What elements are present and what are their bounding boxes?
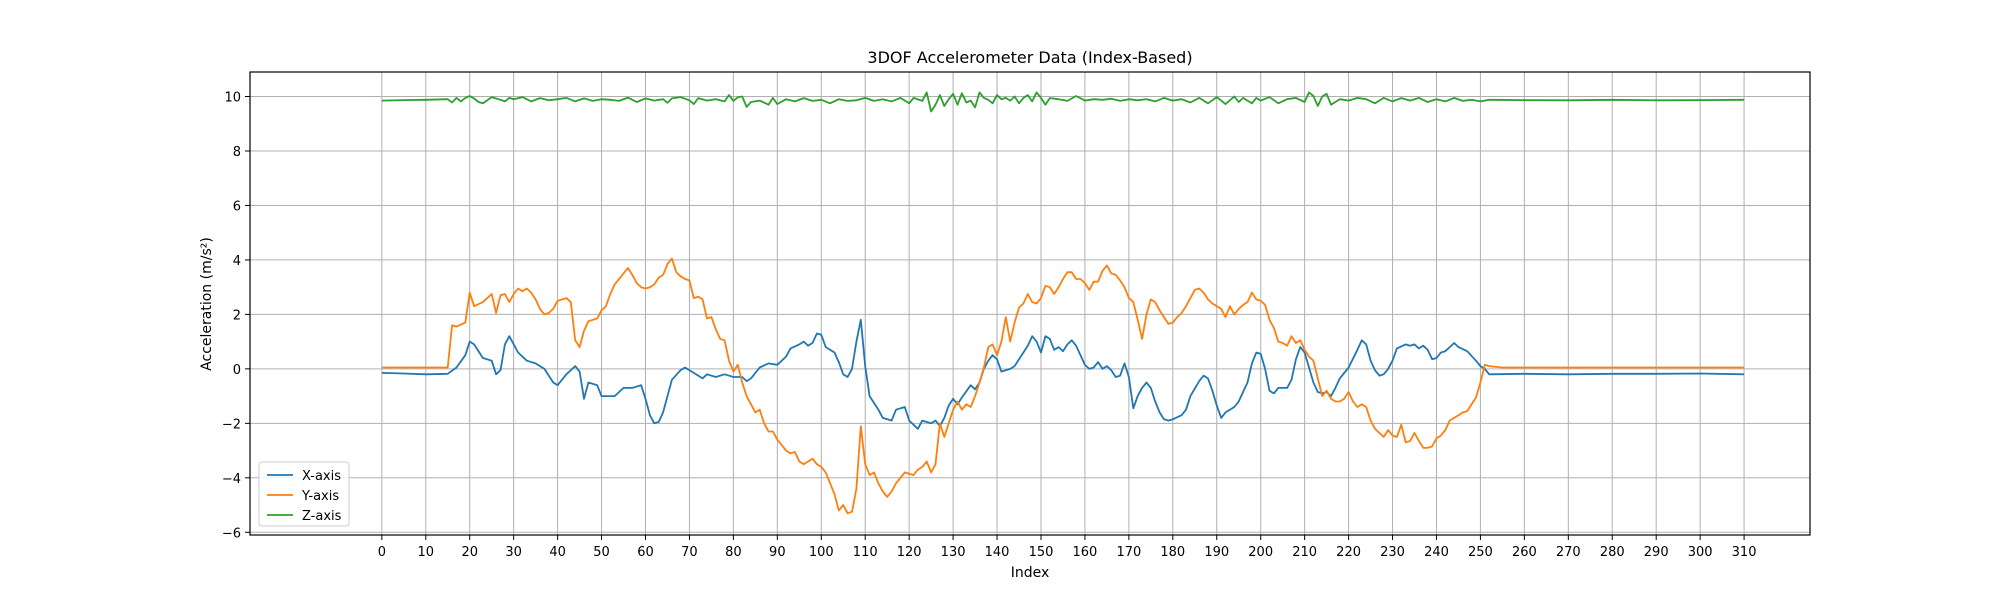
series-line-y-axis [381, 257, 1745, 515]
x-tick-label: 270 [1556, 545, 1581, 560]
y-tick-label: 4 [233, 254, 241, 269]
x-tick-label: 310 [1732, 545, 1757, 560]
plot-frame [249, 71, 1811, 536]
legend-label: Z-axis [302, 509, 342, 524]
plot-lines [381, 91, 1745, 515]
x-tick-label: 250 [1468, 545, 1493, 560]
y-tick-label: 8 [233, 145, 241, 160]
legend-box [258, 461, 350, 527]
y-tick-label: 10 [224, 91, 241, 106]
x-tick-label: 150 [1029, 545, 1054, 560]
legend: X-axis Y-axis Z-axis [258, 461, 350, 527]
x-tick-label: 50 [593, 545, 610, 560]
x-tick-label: 20 [461, 545, 478, 560]
x-tick-label: 80 [725, 545, 742, 560]
x-tick-label: 210 [1292, 545, 1317, 560]
x-tick-label: 100 [809, 545, 834, 560]
x-tick-label: 120 [897, 545, 922, 560]
grid-lines [250, 72, 1810, 535]
y-tick-label: −2 [222, 417, 241, 432]
legend-label: X-axis [302, 469, 341, 484]
x-tick-label: 10 [418, 545, 435, 560]
x-tick-label: 200 [1248, 545, 1273, 560]
x-tick-label: 180 [1160, 545, 1185, 560]
x-tick-label: 30 [505, 545, 522, 560]
chart-title: 3DOF Accelerometer Data (Index-Based) [867, 48, 1192, 67]
y-tick-label: 6 [233, 199, 241, 214]
y-tick-label: −4 [222, 472, 241, 487]
x-tick-label: 130 [941, 545, 966, 560]
x-tick-label: 160 [1073, 545, 1098, 560]
x-tick-label: 290 [1644, 545, 1669, 560]
axis-ticks: 0 10 20 30 40 50 60 70 80 90 100 110 120 130 140 150 160… [222, 91, 1757, 560]
x-tick-label: 70 [681, 545, 698, 560]
x-tick-label: 140 [985, 545, 1010, 560]
x-tick-label: 190 [1204, 545, 1229, 560]
x-tick-label: 170 [1116, 545, 1141, 560]
x-tick-label: 220 [1336, 545, 1361, 560]
y-tick-label: 0 [233, 363, 241, 378]
x-tick-label: 300 [1688, 545, 1713, 560]
y-tick-label: −6 [222, 526, 241, 541]
x-tick-label: 90 [769, 545, 786, 560]
x-tick-label: 40 [549, 545, 566, 560]
x-tick-label: 230 [1380, 545, 1405, 560]
y-axis-label: Acceleration (m/s²) [199, 237, 215, 371]
x-tick-label: 110 [853, 545, 878, 560]
x-tick-label: 0 [378, 545, 386, 560]
series-line-z-axis [381, 91, 1745, 113]
x-tick-label: 280 [1600, 545, 1625, 560]
x-tick-label: 240 [1424, 545, 1449, 560]
series-line-x-axis [381, 318, 1745, 430]
x-tick-label: 260 [1512, 545, 1537, 560]
x-axis-label: Index [1011, 565, 1050, 581]
y-tick-label: 2 [233, 308, 241, 323]
x-tick-label: 60 [637, 545, 654, 560]
legend-label: Y-axis [301, 489, 339, 504]
